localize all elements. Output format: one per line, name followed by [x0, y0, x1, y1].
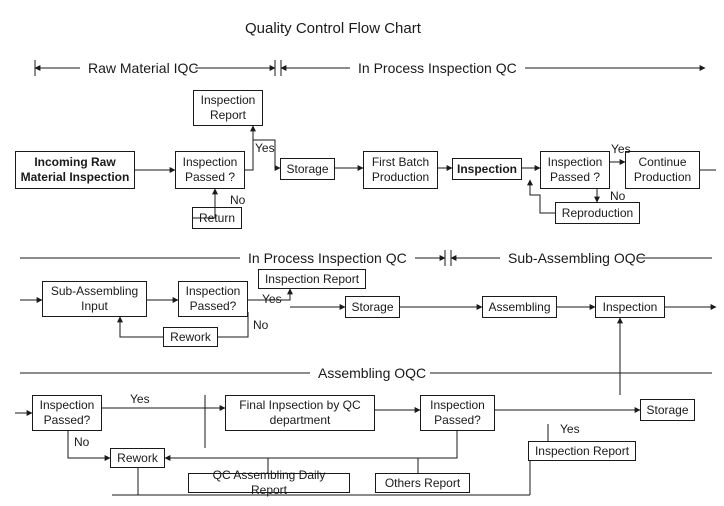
- node-insp-passed-2: Inspection Passed ?: [540, 151, 610, 189]
- section-sub-oqc: Sub-Assembling OQC: [505, 250, 649, 266]
- section-inproc-1: In Process Inspection QC: [355, 60, 520, 76]
- label-yes-5: Yes: [560, 423, 580, 435]
- node-insp-passed-1: Inspection Passed ?: [175, 151, 245, 189]
- node-inspection-1: Inspection: [452, 158, 522, 180]
- label-yes-4: Yes: [130, 393, 150, 405]
- node-qc-daily-report: QC Assembling Daily Report: [188, 473, 350, 493]
- label-no-4: No: [74, 436, 89, 448]
- node-sub-assem-input: Sub-Assembling Input: [42, 281, 147, 317]
- node-insp-passed-3: Inspection Passed?: [178, 281, 248, 317]
- node-storage-1: Storage: [280, 158, 335, 180]
- node-rework-1: Rework: [163, 327, 218, 347]
- label-yes-2: Yes: [611, 143, 631, 155]
- node-first-batch: First Batch Production: [363, 151, 438, 189]
- section-inproc-2: In Process Inspection QC: [245, 250, 410, 266]
- node-insp-report-1: Inspection Report: [193, 90, 263, 126]
- node-inspection-2: Inspection: [595, 296, 665, 318]
- node-storage-3: Storage: [640, 399, 695, 421]
- node-return: Return: [192, 207, 242, 229]
- node-incoming-raw: Incoming Raw Material Inspection: [15, 151, 135, 189]
- chart-title: Quality Control Flow Chart: [245, 20, 421, 37]
- node-insp-report-2: Inspection Report: [258, 269, 366, 289]
- section-assem-oqc: Assembling OQC: [315, 365, 429, 381]
- node-insp-report-3: Inspection Report: [528, 441, 636, 461]
- node-reproduction: Reproduction: [555, 202, 640, 224]
- label-no-1: No: [230, 194, 245, 206]
- label-no-3: No: [253, 319, 268, 331]
- node-final-insp: Final Inpsection by QC department: [225, 395, 375, 431]
- node-storage-2: Storage: [345, 296, 400, 318]
- flowchart-canvas: Quality Control Flow Chart Raw Material …: [0, 0, 724, 506]
- label-yes-3: Yes: [262, 293, 282, 305]
- node-rework-2: Rework: [110, 448, 165, 468]
- section-raw-iqc: Raw Material IQC: [85, 60, 201, 76]
- node-others-report: Others Report: [375, 473, 470, 493]
- node-assembling: Assembling: [482, 296, 557, 318]
- node-insp-passed-5: Inspection Passed?: [420, 395, 495, 431]
- label-yes-1: Yes: [255, 142, 275, 154]
- node-insp-passed-4: Inspection Passed?: [32, 395, 102, 431]
- label-no-2: No: [610, 190, 625, 202]
- node-continue: Continue Production: [625, 151, 700, 189]
